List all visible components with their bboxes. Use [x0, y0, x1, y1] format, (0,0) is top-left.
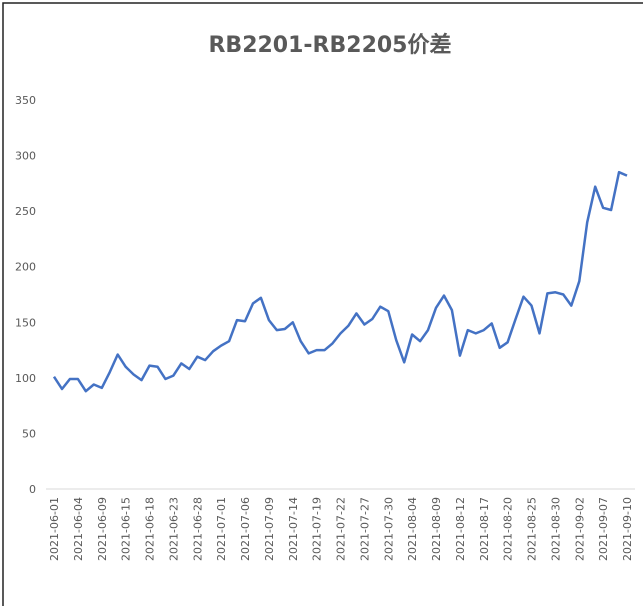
x-tick-label: 2021-06-23	[167, 497, 180, 561]
x-tick-label: 2021-09-10	[621, 497, 634, 561]
y-tick-label: 200	[15, 261, 36, 274]
x-tick-label: 2021-07-14	[287, 497, 300, 561]
x-tick-label: 2021-06-15	[120, 497, 133, 561]
y-tick-label: 0	[29, 483, 36, 496]
y-tick-label: 350	[15, 94, 36, 107]
x-tick-label: 2021-06-01	[48, 497, 61, 561]
x-tick-label: 2021-08-12	[454, 497, 467, 561]
y-tick-label: 50	[22, 427, 36, 440]
x-tick-label: 2021-06-28	[191, 497, 204, 561]
y-tick-label: 300	[15, 150, 36, 163]
y-tick-label: 250	[15, 205, 36, 218]
x-tick-label: 2021-08-17	[478, 497, 491, 561]
x-tick-label: 2021-07-09	[263, 497, 276, 561]
x-tick-label: 2021-07-30	[382, 497, 395, 561]
x-tick-label: 2021-09-07	[597, 497, 610, 561]
x-tick-label: 2021-08-25	[526, 497, 539, 561]
x-tick-label: 2021-06-04	[72, 497, 85, 561]
line-series	[52, 170, 628, 393]
x-tick-label: 2021-07-01	[215, 497, 228, 561]
x-tick-label: 2021-09-02	[573, 497, 586, 561]
x-tick-label: 2021-07-06	[239, 497, 252, 561]
x-tick-label: 2021-07-22	[335, 497, 348, 561]
x-tick-label: 2021-07-27	[358, 497, 371, 561]
x-tick-label: 2021-08-09	[430, 497, 443, 561]
x-tick-label: 2021-06-09	[96, 497, 109, 561]
x-tick-label: 2021-08-30	[549, 497, 562, 561]
chart-title: RB2201-RB2205价差	[208, 32, 451, 58]
y-tick-label: 100	[15, 372, 36, 385]
y-tick-label: 150	[15, 316, 36, 329]
x-tick-label: 2021-06-18	[144, 497, 157, 561]
x-tick-label: 2021-07-19	[311, 497, 324, 561]
x-tick-label: 2021-08-20	[502, 497, 515, 561]
x-tick-label: 2021-08-04	[406, 497, 419, 561]
